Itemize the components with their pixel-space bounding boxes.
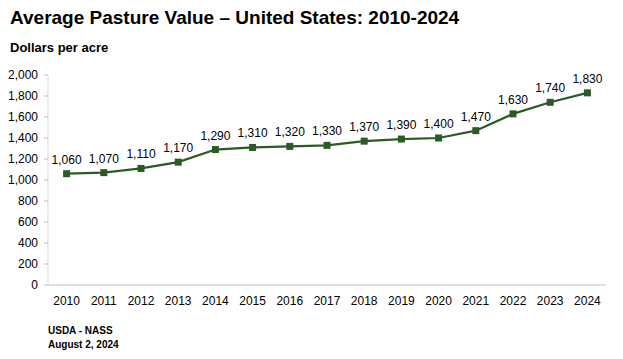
y-tick [44,264,48,265]
data-label: 1,060 [52,153,82,167]
y-tick-label: 1,200 [8,152,38,166]
x-tick-label: 2021 [462,294,489,308]
data-label: 1,390 [386,118,416,132]
marker [63,170,70,177]
marker [100,169,107,176]
marker [510,110,517,117]
x-tick-label: 2014 [202,294,229,308]
x-tick-label: 2023 [537,294,564,308]
y-axis-label: Dollars per acre [10,40,108,55]
y-tick [44,180,48,181]
title: Average Pasture Value – United States: 2… [10,7,460,28]
y-tick-label: 1,000 [8,173,38,187]
data-label: 1,290 [200,129,230,143]
x-tick-label: 2015 [239,294,266,308]
data-label: 1,830 [572,72,602,86]
data-label: 1,170 [163,141,193,155]
y-tick [44,138,48,139]
marker [249,144,256,151]
y-tick-label: 200 [18,257,38,271]
data-label: 1,370 [349,120,379,134]
marker [584,89,591,96]
series [63,89,591,177]
y-tick [44,201,48,202]
x-tick-label: 2019 [388,294,415,308]
x-axis: 2010 2011 2012 2013 2014 2015 2016 2017 2018 2019… [48,285,606,308]
line [67,93,588,174]
y-tick-label: 600 [18,215,38,229]
y-tick-label: 1,600 [8,110,38,124]
x-tick-label: 2018 [351,294,378,308]
marker [286,143,293,150]
x-tick-label: 2024 [574,294,601,308]
x-axis-line [48,285,606,286]
marker [212,146,219,153]
x-tick-label: 2010 [53,294,80,308]
data-label: 1,400 [424,117,454,131]
x-tick-label: 2022 [500,294,527,308]
y-tick [44,75,48,76]
data-label: 1,110 [126,147,155,161]
y-tick [44,222,48,223]
marker [361,138,368,145]
y-tick [44,117,48,118]
data-label: 1,310 [238,126,268,140]
chart: Average Pasture Value – United States: 2… [0,0,623,359]
x-tick-label: 2016 [276,294,303,308]
y-tick-label: 1,800 [8,89,38,103]
x-tick-label: 2013 [165,294,192,308]
y-tick [44,243,48,244]
marker [547,99,554,106]
annotation: August 2, 2024 [48,339,119,350]
data-label: 1,740 [535,81,565,95]
data-label: 1,330 [312,124,342,138]
marker [175,159,182,166]
y-tick [44,96,48,97]
x-tick-label: 2020 [425,294,452,308]
y-tick-label: 2,000 [8,68,38,82]
marker [472,127,479,134]
data-label: 1,470 [461,110,491,124]
x-tick-label: 2017 [314,294,341,308]
data-labels: 1,060 1,070 1,110 1,170 1,290 1,310 1,320 1,330… [52,72,603,167]
marker [398,136,405,143]
x-tick-label: 2011 [91,294,117,308]
y-tick-label: 1,400 [8,131,38,145]
data-label: 1,320 [275,125,305,139]
marker [435,135,442,142]
annotation: USDA - NASS [48,325,113,336]
marker [324,142,331,149]
y-tick-label: 800 [18,194,38,208]
y-tick-label: 400 [18,236,38,250]
y-axis: 0 200 400 600 800 1,000 1,200 1,400 1,600 1,800 2,… [8,68,48,292]
data-label: 1,630 [498,93,528,107]
y-tick [44,285,48,286]
y-tick [44,159,48,160]
x-tick-label: 2012 [128,294,155,308]
y-tick-label: 0 [31,278,38,292]
marker [138,165,145,172]
data-label: 1,070 [89,152,119,166]
